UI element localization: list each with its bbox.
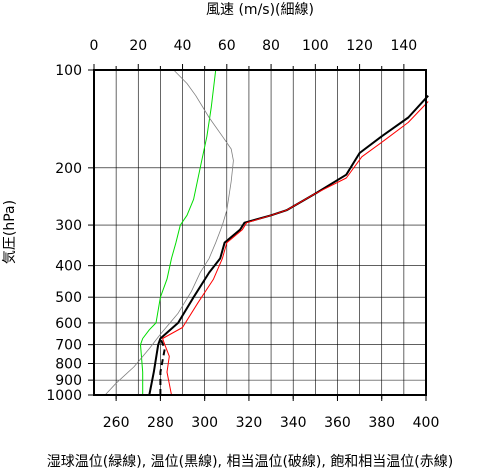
- bottom-tick-label: 380: [368, 415, 395, 431]
- left-tick-label: 400: [55, 259, 82, 275]
- tick-marks: [88, 64, 427, 401]
- top-tick-label: 40: [174, 38, 192, 54]
- left-tick-label: 300: [55, 218, 82, 234]
- bottom-axis-title: 湿球温位(緑線), 温位(黒線), 相当温位(破線), 飽和相当温位(赤線): [47, 453, 453, 470]
- left-tick-label: 500: [55, 290, 82, 306]
- left-tick-label: 900: [55, 373, 82, 389]
- top-tick-label: 120: [346, 38, 373, 54]
- left-tick-label: 200: [55, 161, 82, 177]
- top-tick-label: 0: [90, 38, 99, 54]
- series-line-theta-e: [159, 338, 166, 395]
- series-line-theta: [148, 95, 429, 396]
- bottom-tick-label: 340: [280, 415, 307, 431]
- left-tick-label: 700: [55, 338, 82, 354]
- bottom-tick-label: 400: [413, 415, 440, 431]
- left-tick-label: 1000: [46, 388, 82, 404]
- plot-frame: [93, 69, 427, 396]
- top-tick-label: 100: [302, 38, 329, 54]
- tick-labels: 260 280 300 320 340 360 380 400 0 20 40 60 80 100 120 1…: [46, 38, 439, 431]
- left-axis-title: 気圧(hPa): [2, 200, 18, 264]
- top-tick-label: 20: [129, 38, 147, 54]
- top-tick-label: 60: [218, 38, 236, 54]
- grid-lines: [94, 70, 426, 395]
- bottom-tick-label: 280: [147, 415, 174, 431]
- left-tick-label: 600: [55, 316, 82, 332]
- left-tick-label: 100: [55, 63, 82, 79]
- bottom-tick-label: 360: [324, 415, 351, 431]
- data-series: [104, 69, 429, 396]
- series-line-wind-speed: [104, 69, 234, 396]
- bottom-tick-label: 300: [191, 415, 218, 431]
- series-line-theta-es: [162, 101, 429, 396]
- bottom-tick-label: 320: [236, 415, 263, 431]
- left-tick-label: 800: [55, 357, 82, 373]
- top-tick-label: 80: [262, 38, 280, 54]
- bottom-tick-label: 260: [103, 415, 130, 431]
- series-line-wet-bulb: [140, 69, 217, 395]
- top-tick-label: 140: [390, 38, 417, 54]
- top-axis-title: 風速 (m/s)(細線): [206, 2, 314, 18]
